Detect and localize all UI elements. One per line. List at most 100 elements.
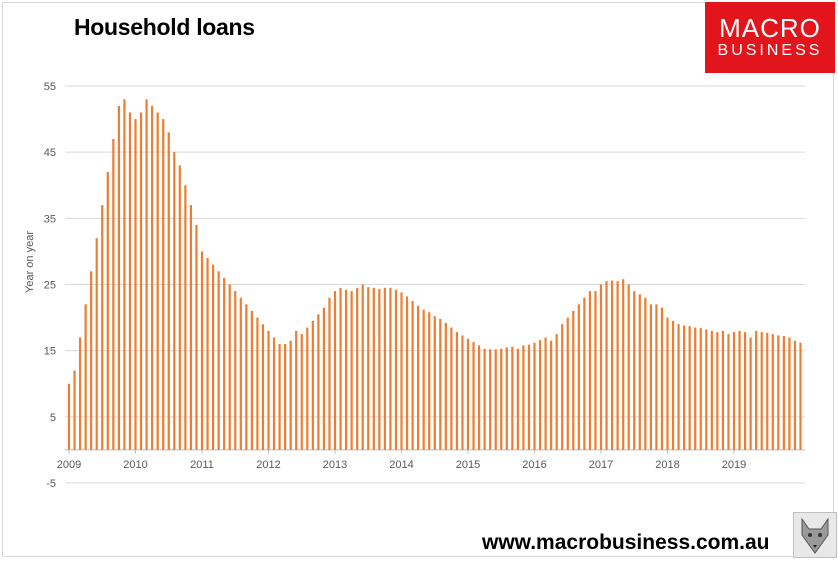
y-tick-label: -5 xyxy=(46,478,56,490)
bar xyxy=(599,284,603,450)
bar xyxy=(655,304,658,450)
bar xyxy=(477,345,481,450)
bar xyxy=(206,258,209,450)
bar xyxy=(688,326,691,450)
bar xyxy=(90,271,93,450)
bar xyxy=(793,340,797,450)
bar xyxy=(228,284,231,450)
bar xyxy=(455,332,459,450)
bar xyxy=(533,342,536,450)
bar xyxy=(73,370,76,450)
bar xyxy=(211,264,215,450)
bar xyxy=(699,328,702,450)
bar xyxy=(572,310,575,450)
bar xyxy=(489,349,492,450)
bar xyxy=(588,291,592,450)
bar xyxy=(289,340,292,450)
bar xyxy=(760,332,763,450)
bar xyxy=(732,332,736,450)
bar xyxy=(644,297,647,450)
x-tick-label: 2010 xyxy=(123,459,147,471)
bar xyxy=(356,287,359,450)
bar xyxy=(322,307,326,450)
bar xyxy=(145,99,148,450)
bar xyxy=(405,296,409,450)
bar xyxy=(123,99,126,450)
y-tick-label: 55 xyxy=(44,81,56,93)
bar xyxy=(78,337,82,450)
bar xyxy=(245,304,248,450)
bar xyxy=(511,346,514,450)
bar xyxy=(267,330,270,450)
bar xyxy=(666,317,669,450)
bar xyxy=(505,347,508,450)
bar xyxy=(683,325,686,450)
x-tick-label: 2015 xyxy=(456,459,480,471)
bar xyxy=(333,291,337,450)
bar xyxy=(799,342,802,450)
bar xyxy=(300,334,303,450)
x-tick-label: 2012 xyxy=(256,459,280,471)
bar xyxy=(350,291,353,450)
bar xyxy=(671,320,675,450)
bar xyxy=(106,172,109,450)
bar xyxy=(527,344,531,450)
bar xyxy=(622,279,625,450)
bar xyxy=(633,291,636,450)
bar xyxy=(134,119,137,450)
bar xyxy=(550,340,553,450)
bar xyxy=(516,348,519,450)
bar xyxy=(738,330,741,450)
x-tick-label: 2018 xyxy=(655,459,679,471)
bar xyxy=(417,305,420,450)
bar xyxy=(306,327,309,450)
y-tick-label: 35 xyxy=(44,213,56,225)
bar xyxy=(755,330,758,450)
bar xyxy=(189,205,193,450)
bar xyxy=(472,342,475,450)
bar xyxy=(782,336,785,450)
bar xyxy=(677,324,680,450)
y-tick-label: 5 xyxy=(50,412,56,424)
bar xyxy=(610,280,614,450)
bar xyxy=(234,291,237,450)
bar xyxy=(167,132,170,450)
bar xyxy=(494,349,497,450)
bar xyxy=(555,334,558,450)
bar xyxy=(217,271,220,450)
bar xyxy=(766,332,769,450)
bar xyxy=(278,344,281,450)
x-tick-label: 2019 xyxy=(722,459,746,471)
bar xyxy=(117,105,120,450)
bar xyxy=(128,112,132,450)
bar xyxy=(256,317,259,450)
bar xyxy=(162,119,165,450)
bar xyxy=(450,327,453,450)
bar xyxy=(577,304,580,450)
bar xyxy=(184,185,187,450)
bar xyxy=(151,105,154,450)
bar xyxy=(461,335,464,450)
x-tick-label: 2011 xyxy=(190,459,214,471)
bar xyxy=(500,348,503,450)
website-url: www.macrobusiness.com.au xyxy=(482,531,770,554)
bar xyxy=(649,304,652,450)
macrobusiness-logo: MACRO BUSINESS xyxy=(705,2,835,73)
bar xyxy=(788,337,791,450)
bar xyxy=(372,287,375,450)
bar xyxy=(178,165,181,450)
bar xyxy=(749,337,752,450)
bar xyxy=(328,297,331,450)
bar xyxy=(195,224,198,450)
bar xyxy=(439,318,442,450)
bar xyxy=(627,284,630,450)
y-tick-label: 25 xyxy=(44,280,56,292)
x-tick-label: 2017 xyxy=(589,459,613,471)
bar xyxy=(428,312,431,450)
bar xyxy=(743,332,747,450)
x-tick-label: 2009 xyxy=(57,459,81,471)
bar xyxy=(605,281,608,450)
fox-mascot-icon xyxy=(793,512,837,558)
bar xyxy=(367,287,370,450)
bar xyxy=(378,289,381,450)
